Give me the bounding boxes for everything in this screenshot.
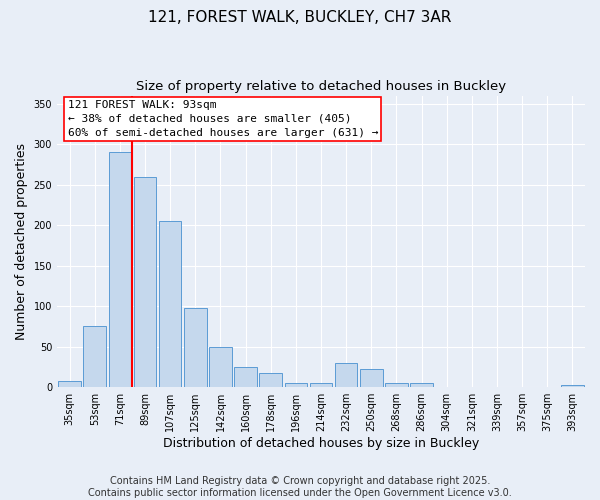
Y-axis label: Number of detached properties: Number of detached properties [15,143,28,340]
Bar [159,221,181,387]
Bar [259,372,282,387]
Bar [83,326,106,387]
Bar [385,383,408,387]
Bar [335,363,358,387]
Text: 121, FOREST WALK, BUCKLEY, CH7 3AR: 121, FOREST WALK, BUCKLEY, CH7 3AR [148,10,452,25]
Title: Size of property relative to detached houses in Buckley: Size of property relative to detached ho… [136,80,506,93]
Bar [284,383,307,387]
Bar [410,383,433,387]
Bar [561,385,584,387]
Bar [310,383,332,387]
X-axis label: Distribution of detached houses by size in Buckley: Distribution of detached houses by size … [163,437,479,450]
Bar [209,346,232,387]
Bar [184,308,206,387]
Bar [58,380,81,387]
Bar [109,152,131,387]
Bar [360,370,383,387]
Bar [134,176,157,387]
Bar [234,367,257,387]
Text: 121 FOREST WALK: 93sqm
← 38% of detached houses are smaller (405)
60% of semi-de: 121 FOREST WALK: 93sqm ← 38% of detached… [68,100,378,138]
Text: Contains HM Land Registry data © Crown copyright and database right 2025.
Contai: Contains HM Land Registry data © Crown c… [88,476,512,498]
